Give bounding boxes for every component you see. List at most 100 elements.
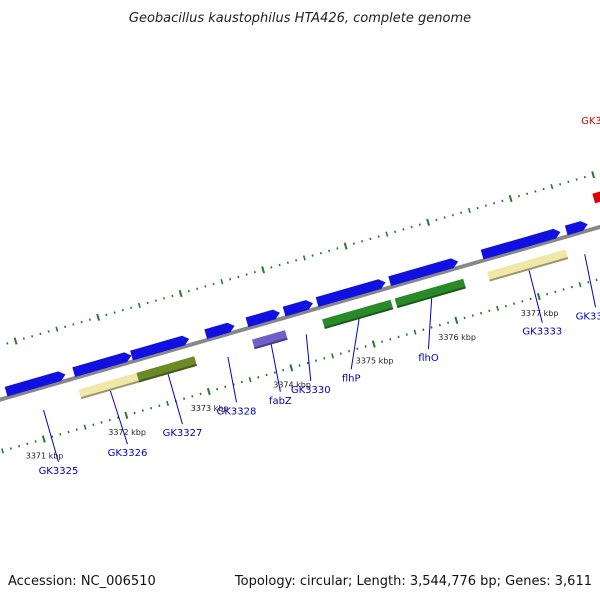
tick-mark [298,364,301,367]
tick-mark [529,297,532,301]
tick-mark [158,404,161,408]
kbp-label: 3371 kbp [26,452,64,461]
tick-mark [1,448,5,454]
tick-mark [591,171,596,179]
tick-mark [361,240,364,243]
tick-mark [451,213,454,217]
tick-mark [583,175,586,179]
tick-mark [575,178,578,181]
tick-mark [521,300,524,303]
tick-mark [567,180,570,184]
gene-arrow-gk3328 [204,322,235,339]
tick-mark [595,278,598,282]
feature-rna-gene [251,330,288,350]
gene-label: fabZ [269,396,292,407]
leader-line [427,298,433,350]
tick-mark [166,400,170,407]
tick-mark [141,409,144,412]
tick-mark [261,266,266,274]
tick-mark [542,187,545,191]
tick-mark [282,368,285,372]
feature-cds-yellow [487,249,569,282]
tick-mark [550,184,554,190]
tick-mark [315,359,318,362]
tick-mark [150,406,153,410]
label-layer: 3371 kbp 3372 kbp 3373 kbp 3374 kbp 3375 kbp… [26,116,600,477]
tick-mark [113,311,116,314]
tick-mark [302,255,306,261]
leader-line [270,344,281,392]
feature-edge [324,307,394,330]
kbp-label: 3374 kbp [273,380,311,389]
tick-mark [418,223,421,226]
tick-mark [513,302,516,305]
tick-mark [364,345,367,348]
tick-mark [278,263,281,267]
feature-cds-green [322,299,394,330]
tick-mark [578,282,582,288]
tick-mark [100,421,103,424]
tick-mark [199,392,202,396]
tick-mark [187,289,190,293]
gene-arrow-fabz [245,309,280,328]
tick-mark [273,371,276,374]
kbp-label: 3372 kbp [108,428,146,437]
tick-mark [183,397,186,400]
tick-mark [6,342,9,345]
tick-mark [413,329,417,335]
tick-mark [216,387,219,391]
tick-mark [204,285,207,288]
gene-arrow-gk3326 [72,352,132,377]
tick-mark [237,275,240,279]
tick-mark [377,235,380,238]
tick-row-bottom [1,278,598,454]
tick-mark [501,199,504,203]
tick-mark [402,228,405,231]
gene-arrow-gk3325 [4,371,66,397]
tick-mark [352,242,355,245]
leader-line [350,319,360,370]
tick-mark [430,326,433,329]
tick-mark [295,259,298,262]
gene-arrow-flho [388,258,459,287]
tick-mark [369,237,372,241]
feature-cds-yellow [78,372,140,400]
tick-mark [196,287,199,291]
tick-mark [493,202,496,205]
gene-label: flhO [418,353,439,364]
tick-mark [504,304,507,308]
tick-mark [253,270,256,274]
tick-rows [0,171,598,454]
tick-mark [240,380,243,384]
tick-mark [454,316,459,324]
tick-mark [121,308,124,312]
kbp-label: 3373 kbp [191,404,229,413]
tick-mark [64,325,67,329]
backbone-line [0,224,600,402]
tick-mark [220,279,224,285]
tick-mark [117,416,120,419]
tick-mark [212,282,215,286]
tick-mark [389,338,392,341]
tick-mark [257,376,260,379]
tick-mark [559,183,562,186]
tick-mark [484,204,487,207]
gene-arrow-gk3335 [592,191,600,204]
gene-label: GK3334 [576,311,600,322]
feature-edge [489,257,569,282]
tick-mark [289,364,294,372]
tick-mark [471,314,474,317]
feature-cds-green [394,278,466,309]
gene-track [4,191,600,397]
tick-mark [224,385,227,389]
tick-mark [34,440,37,443]
tick-mark [356,347,359,351]
tick-mark [426,218,431,226]
tick-mark [435,218,438,222]
tick-mark [476,206,479,210]
gene-arrow-gk3330 [282,300,313,317]
gene-arrow-gk3334 [564,221,588,236]
tick-mark [39,332,42,336]
tick-mark [336,247,339,250]
feature-edge [80,380,140,400]
